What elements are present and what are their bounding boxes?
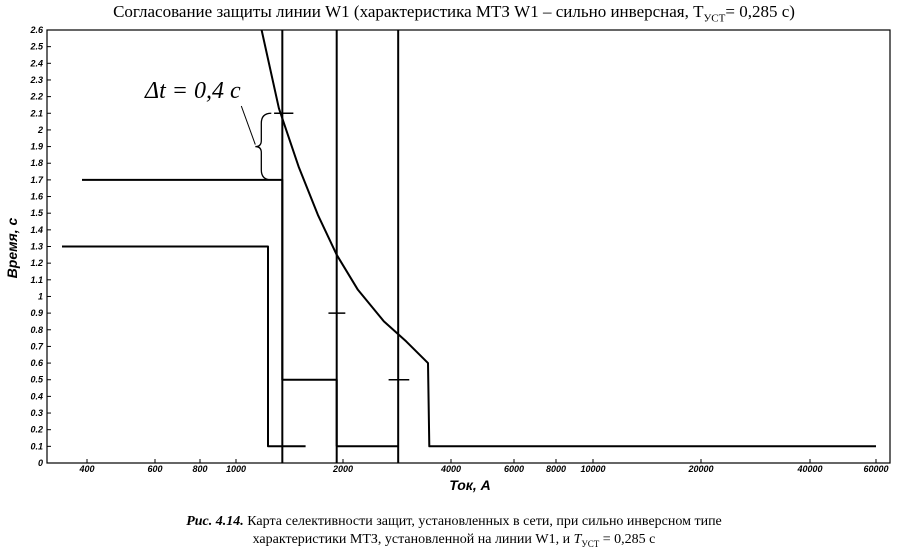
x-tick-label: 60000 <box>863 464 888 474</box>
caption-line1-text: Карта селективности защит, установленных… <box>243 514 722 529</box>
y-tick-label: 2 <box>37 125 43 135</box>
y-tick-label: 0.8 <box>30 325 43 335</box>
x-tick-label: 400 <box>78 464 94 474</box>
y-tick-label: 2.2 <box>29 92 43 102</box>
y-tick-label: 2.3 <box>29 75 43 85</box>
x-tick-label: 10000 <box>580 464 605 474</box>
y-tick-label: 0.4 <box>30 391 43 401</box>
x-tick-label: 6000 <box>504 464 524 474</box>
series-lines <box>62 29 876 448</box>
series-line-2 <box>82 178 338 447</box>
series-line-1 <box>62 245 306 448</box>
delta-t-brace <box>255 112 272 181</box>
x-tick-label: 4000 <box>440 464 461 474</box>
y-tick-label: 0 <box>38 458 43 468</box>
y-tick-label: 1.1 <box>30 275 43 285</box>
caption-t-symbol: T <box>573 532 582 547</box>
y-tick-label: 0.5 <box>30 375 44 385</box>
caption-t-value: = 0,285 с <box>599 532 656 547</box>
y-tick-label: 1 <box>38 291 43 301</box>
x-tick-label: 20000 <box>687 464 713 474</box>
y-tick-label: 0.6 <box>30 358 44 368</box>
y-tick-label: 2.4 <box>29 58 43 68</box>
y-tick-label: 1.4 <box>30 225 43 235</box>
y-tick-label: 1.5 <box>30 208 44 218</box>
series-line-4 <box>260 29 876 448</box>
y-tick-label: 0.9 <box>30 308 43 318</box>
y-axis-ticks: 0 0.1 0.2 0.3 0.4 0.5 0.6 0.7 0.8 0.9 1 1.1 1.2 1.3 1.… <box>29 25 51 468</box>
x-tick-label: 2000 <box>332 464 353 474</box>
caption-figure-label: Рис. 4.14. <box>186 514 244 529</box>
y-axis-label: Время, с <box>4 217 20 278</box>
y-tick-label: 2.1 <box>29 108 43 118</box>
y-tick-label: 0.7 <box>30 341 44 351</box>
y-tick-label: 1.7 <box>30 175 44 185</box>
caption-line2-text: характеристики МТЗ, установленной на лин… <box>252 532 574 547</box>
x-axis-label: Ток, А <box>449 477 491 493</box>
x-tick-label: 1000 <box>226 464 246 474</box>
y-tick-label: 0.3 <box>30 408 43 418</box>
x-tick-label: 800 <box>192 464 207 474</box>
caption-line-2: характеристики МТЗ, установленной на лин… <box>0 531 908 553</box>
delta-t-leader <box>240 105 256 145</box>
y-tick-label: 2.6 <box>29 25 44 35</box>
y-tick-label: 1.9 <box>30 142 43 152</box>
chart-title-end: = 0,285 с) <box>725 2 795 21</box>
y-tick-label: 1.2 <box>30 258 43 268</box>
selectivity-chart: 0 0.1 0.2 0.3 0.4 0.5 0.6 0.7 0.8 0.9 1 1.1 1.2 1.3 1.… <box>4 25 891 493</box>
x-tick-label: 40000 <box>796 464 822 474</box>
y-tick-label: 1.8 <box>30 158 43 168</box>
x-axis-ticks: 400 600 800 1000 2000 4000 6000 8000 10000 20000 4… <box>78 459 889 474</box>
y-tick-label: 2.5 <box>29 42 44 52</box>
delta-t-annotation: Δt = 0,4 с <box>144 78 272 181</box>
vertical-lines <box>281 30 400 463</box>
caption-line-1: Рис. 4.14. Карта селективности защит, ус… <box>0 513 908 531</box>
caption-t-subscript: УСТ <box>581 538 600 549</box>
chart-title-main: Согласование защиты линии W1 (характерис… <box>113 2 704 21</box>
x-tick-label: 8000 <box>546 464 566 474</box>
y-tick-label: 1.6 <box>30 192 44 202</box>
chart-title-subscript: УСТ <box>703 12 726 25</box>
y-tick-label: 0.1 <box>30 441 43 451</box>
y-tick-label: 1.3 <box>30 242 43 252</box>
x-tick-label: 600 <box>147 464 162 474</box>
horizontal-markers <box>274 112 410 381</box>
figure-caption: Рис. 4.14. Карта селективности защит, ус… <box>0 513 908 553</box>
delta-t-label: Δt = 0,4 с <box>144 78 241 104</box>
chart-title: Согласование защиты линии W1 (характерис… <box>0 2 908 24</box>
y-tick-label: 0.2 <box>30 425 43 435</box>
